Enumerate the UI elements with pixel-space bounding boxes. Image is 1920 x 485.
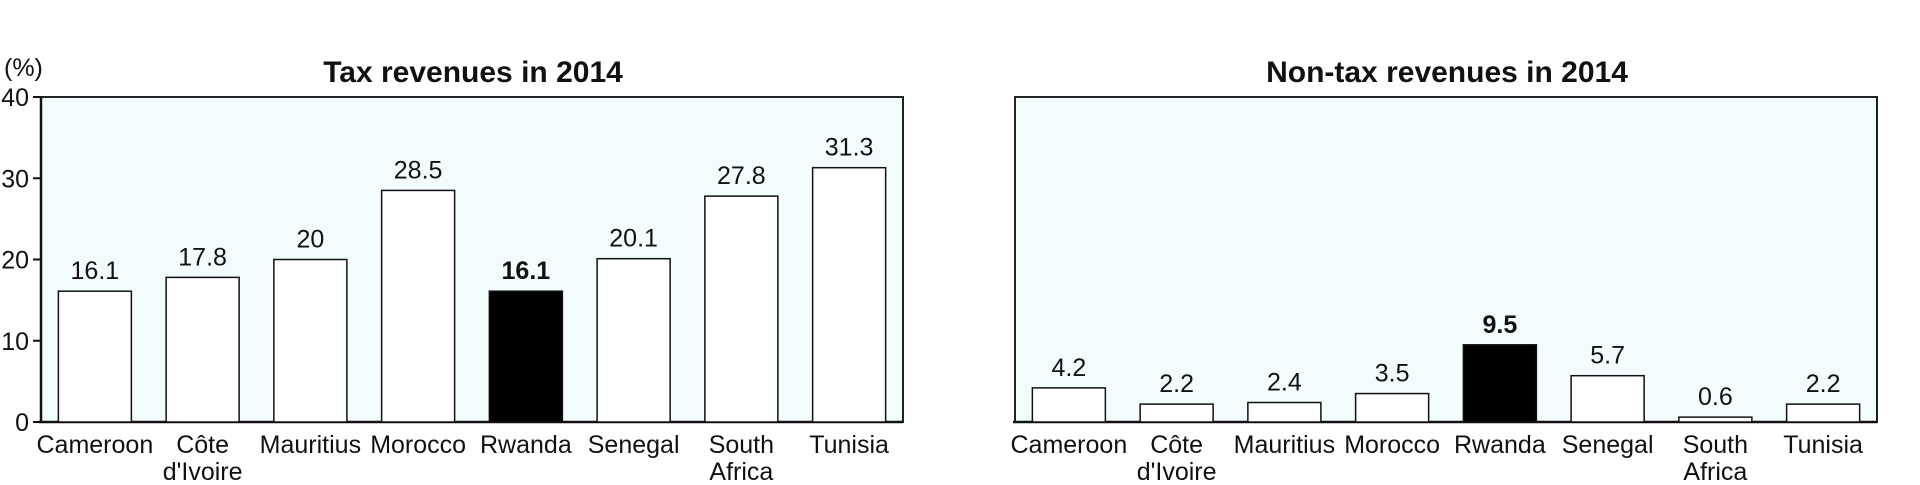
bar [1462, 344, 1538, 423]
bar [488, 290, 564, 423]
y-axis-unit-label: (%) [4, 54, 43, 82]
data-label: 2.2 [1806, 370, 1841, 398]
x-tick-label: d'Ivoire [163, 458, 243, 480]
y-tick-label: 20 [1, 247, 29, 275]
bar [273, 258, 348, 423]
bar [596, 257, 671, 423]
y-tick-label: 40 [1, 84, 29, 112]
x-tick-label: Senegal [588, 431, 680, 459]
x-tick-label: Mauritius [260, 431, 361, 459]
non-tax-revenues-chart: Non-tax revenues in 2014 4.2 Cameroon 2.2 C… [1011, 56, 1878, 485]
bar [1139, 403, 1214, 423]
data-label: 9.5 [1482, 311, 1517, 339]
tax-revenues-chart: Tax revenues in 2014 (%) 0 10 20 30 40 16.1 Ca… [1, 54, 904, 485]
data-label: 31.3 [825, 134, 874, 162]
bar [1785, 403, 1861, 423]
x-tick-label: Tunisia [1783, 431, 1863, 459]
x-tick-label: Morocco [1344, 431, 1440, 459]
data-label: 5.7 [1590, 342, 1625, 370]
x-tick-label: Rwanda [480, 431, 572, 459]
bar [704, 195, 779, 423]
data-label: 16.1 [502, 257, 551, 285]
x-tick-label: Africa [709, 458, 773, 480]
x-tick-label: South [1683, 431, 1748, 459]
data-label: 17.8 [178, 243, 227, 271]
x-tick-label: Cameroon [37, 431, 154, 459]
x-tick-label: Morocco [370, 431, 466, 459]
data-label: 4.2 [1051, 354, 1086, 382]
bar [1678, 416, 1753, 423]
bar [1570, 374, 1645, 423]
y-tick-label: 30 [1, 165, 29, 193]
bar [165, 276, 240, 423]
chart-title: Tax revenues in 2014 [323, 56, 623, 89]
x-tick-label: Rwanda [1454, 431, 1546, 459]
bar [1031, 387, 1107, 423]
x-tick-label: Senegal [1562, 431, 1654, 459]
x-tick-label: South [709, 431, 774, 459]
data-label: 3.5 [1375, 360, 1410, 388]
data-label: 20 [296, 226, 324, 254]
x-tick-label: Mauritius [1234, 431, 1335, 459]
x-tick-label: Tunisia [809, 431, 889, 459]
plot-area [1014, 96, 1878, 423]
data-label: 16.1 [71, 257, 120, 285]
y-tick-label: 0 [15, 409, 29, 437]
x-tick-label: Côte [1150, 431, 1203, 459]
x-tick-label: Côte [176, 431, 229, 459]
data-label: 28.5 [394, 156, 443, 184]
x-tick-label: d'Ivoire [1137, 458, 1217, 480]
data-label: 0.6 [1698, 383, 1733, 411]
bar [1354, 392, 1430, 423]
chart-title: Non-tax revenues in 2014 [1266, 56, 1628, 89]
data-label: 20.1 [609, 225, 658, 253]
data-label: 27.8 [717, 162, 766, 190]
bar [811, 166, 887, 423]
x-tick-label: Cameroon [1011, 431, 1128, 459]
data-label: 2.2 [1159, 370, 1194, 398]
x-tick-label: Africa [1683, 458, 1747, 480]
data-label: 2.4 [1267, 369, 1302, 397]
bar [57, 290, 133, 423]
bar [380, 189, 456, 423]
bar [1247, 401, 1322, 423]
y-tick-label: 10 [1, 328, 29, 356]
